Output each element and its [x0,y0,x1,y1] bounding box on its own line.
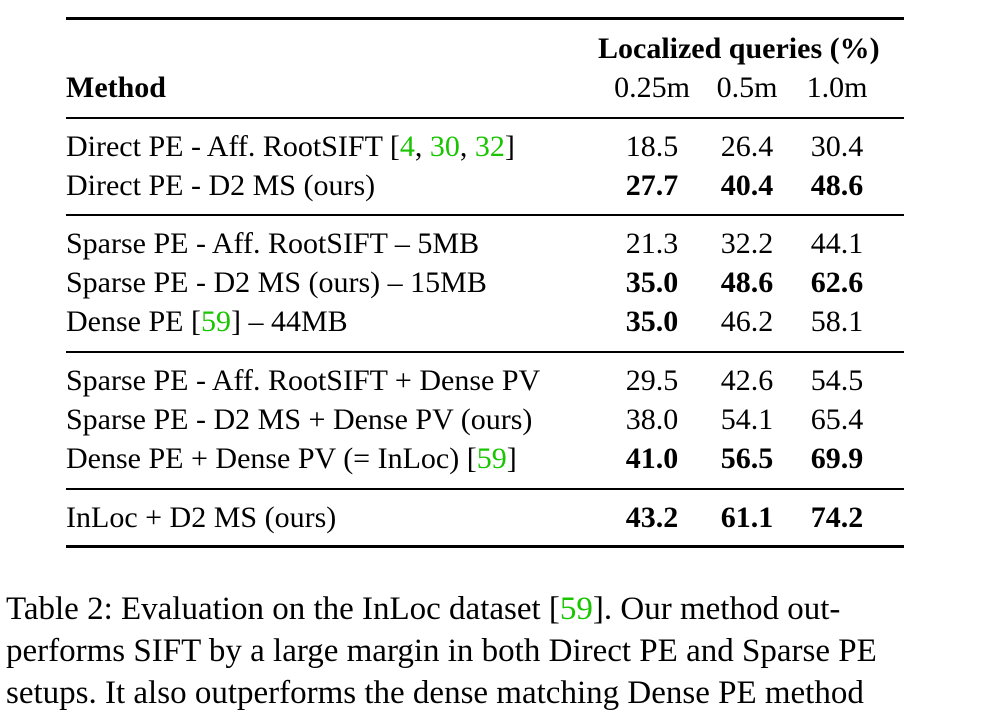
caption-text: ]. [592,591,613,627]
method-text: ] [504,130,515,163]
value-cell: 29.5 [625,364,679,397]
caption-text: Table 2: [6,591,121,627]
method-text: Dense PV [215,442,336,475]
method-text: [ [183,305,201,338]
method-cell: Sparse PE - Aff. RootSIFT + Dense PV [66,363,540,399]
caption-text: and [677,633,742,669]
caption-text: setups. It also outperforms the dense ma… [6,675,628,711]
group-rule [66,488,904,490]
method-cell: Dense PE [59] – 44MB [66,304,348,340]
method-text: - Aff. RootSIFT – 5MB [188,227,480,260]
method-text: Dense PV [332,403,454,436]
method-header: Method [66,71,166,104]
threshold-header: 1.0m [806,71,868,104]
method-text: Dense PE [66,442,184,475]
method-text: ) [ [449,442,477,475]
citation-link[interactable]: 30 [429,130,460,163]
bottom-rule [66,545,904,548]
method-cell: Direct PE - D2 MS (ours) [66,168,375,204]
value-cell: 61.1 [720,501,774,534]
value-cell: 54.5 [810,364,864,397]
method-cell: Direct PE - Aff. RootSIFT [4, 30, 32] [66,129,515,165]
value-cell: 74.2 [810,501,864,534]
threshold-header: 0.25m [614,71,690,104]
method-cell: Dense PE + Dense PV (= InLoc) [59] [66,441,517,477]
caption-text: Sparse PE [741,633,877,669]
header-rule [66,117,904,119]
value-cell: 69.9 [810,442,864,475]
caption-line: setups. It also outperforms the dense ma… [6,672,976,714]
method-cell: InLoc + D2 MS (ours) [66,500,336,536]
method-text: Direct PE [66,169,184,202]
value-cell: 48.6 [810,169,864,202]
value-cell: 41.0 [625,442,679,475]
method-text: InLoc [377,442,450,475]
caption-text: method [756,675,864,711]
value-cell: 48.6 [720,266,774,299]
value-cell: 27.7 [625,169,679,202]
value-cell: 18.5 [625,130,679,163]
value-cell: 56.5 [720,442,774,475]
method-text: (= [335,442,378,475]
value-cell: 42.6 [720,364,774,397]
method-text: (ours) [453,403,533,436]
caption-line: performs SIFT by a large margin in both … [6,630,976,672]
value-cell: 35.0 [625,266,679,299]
method-text: , [459,130,475,163]
citation-link[interactable]: 59 [559,591,593,627]
citation-link[interactable]: 32 [474,130,505,163]
caption-text: Our method out- [612,591,841,627]
method-text: - Aff. RootSIFT + [188,364,420,397]
group-rule [66,351,904,353]
method-text: - Aff. RootSIFT [ [183,130,400,163]
value-cell: 46.2 [720,305,774,338]
method-cell: Sparse PE - D2 MS (ours) – 15MB [66,265,487,301]
value-cell: 26.4 [720,130,774,163]
caption-text: Direct PE [548,633,678,669]
threshold-header: 0.5m [716,71,778,104]
method-cell: Sparse PE - D2 MS + Dense PV (ours) [66,402,532,438]
table-caption: Table 2: Evaluation on the InLoc dataset… [6,588,976,714]
group-header: Localized queries (%) [598,32,880,65]
method-text: Dense PE [66,305,184,338]
caption-text: Dense PE [627,675,757,711]
value-cell: 21.3 [625,227,679,260]
value-cell: 32.2 [720,227,774,260]
method-text: Sparse PE [66,227,189,260]
value-cell: 62.6 [810,266,864,299]
method-text: Dense PV [419,364,541,397]
method-text: Sparse PE [66,266,189,299]
caption-text: performs SIFT by a large margin in both [6,633,549,669]
method-text: + [183,442,216,475]
method-text: InLoc [66,501,138,534]
method-text: - D2 MS (ours) – 15MB [188,266,487,299]
method-text: - D2 MS (ours) [183,169,376,202]
value-cell: 44.1 [810,227,864,260]
top-rule [66,17,904,20]
group-rule [66,214,904,216]
caption-line: Table 2: Evaluation on the InLoc dataset… [6,588,976,630]
method-text: + D2 MS (ours) [137,501,337,534]
method-text: Direct PE [66,130,184,163]
caption-text: Evaluation on the InLoc dataset [ [120,591,560,627]
method-text: Sparse PE [66,364,189,397]
method-text: - D2 MS + [188,403,333,436]
method-text: ] – 44MB [230,305,348,338]
value-cell: 30.4 [810,130,864,163]
citation-link[interactable]: 59 [476,442,507,475]
value-cell: 58.1 [810,305,864,338]
citation-link[interactable]: 59 [200,305,231,338]
method-text: , [414,130,430,163]
method-text: Sparse PE [66,403,189,436]
value-cell: 54.1 [720,403,774,436]
method-text: ] [506,442,517,475]
method-cell: Sparse PE - Aff. RootSIFT – 5MB [66,226,479,262]
value-cell: 35.0 [625,305,679,338]
value-cell: 43.2 [625,501,679,534]
citation-link[interactable]: 4 [399,130,415,163]
value-cell: 40.4 [720,169,774,202]
value-cell: 65.4 [810,403,864,436]
value-cell: 38.0 [625,403,679,436]
